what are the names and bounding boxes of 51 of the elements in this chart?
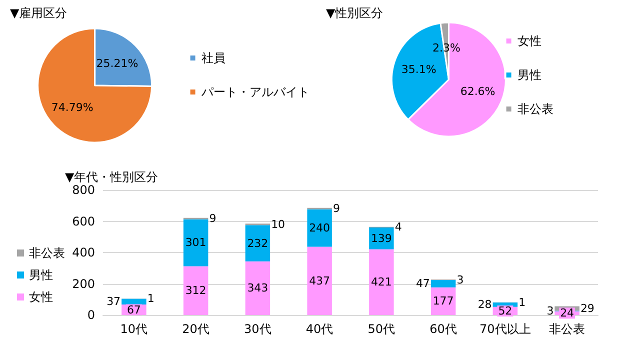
- data-label: 232: [247, 236, 268, 250]
- data-label: 37: [106, 295, 121, 308]
- chart-title: ▼雇用区分: [10, 6, 68, 20]
- data-label: 29: [580, 302, 594, 316]
- data-label: 52: [498, 304, 512, 318]
- legend-label: パート・アルバイト: [200, 85, 310, 99]
- x-tick-label: 30代: [244, 322, 272, 336]
- data-label: 62.6%: [460, 85, 496, 98]
- data-label: 1: [147, 292, 154, 306]
- legend-label: 男性: [29, 268, 53, 282]
- data-label: 47: [416, 277, 430, 290]
- data-label: 67: [126, 303, 141, 316]
- data-label: 25.21%: [96, 56, 138, 70]
- chart-title: ▼性別区分: [326, 6, 384, 20]
- y-tick-label: 400: [72, 246, 95, 260]
- x-tick-label: 40代: [306, 322, 334, 336]
- data-label: 28: [478, 298, 492, 312]
- data-label: 3: [456, 273, 464, 286]
- legend-label: 女性: [29, 290, 53, 304]
- data-label: 1: [518, 296, 526, 309]
- x-tick-label: 20代: [182, 322, 210, 336]
- data-label: 9: [209, 212, 216, 226]
- y-tick-label: 0: [87, 308, 95, 322]
- data-label: 240: [309, 221, 330, 234]
- data-label: 177: [432, 294, 454, 308]
- data-label: 139: [370, 232, 392, 245]
- data-label: 437: [309, 274, 330, 288]
- y-tick-label: 800: [72, 183, 95, 197]
- y-tick-label: 600: [72, 214, 95, 228]
- data-label: 10: [271, 218, 286, 231]
- y-tick-label: 200: [72, 276, 95, 291]
- legend-label: 女性: [517, 34, 542, 48]
- data-label: 4: [394, 220, 402, 234]
- x-tick-label: 60代: [430, 322, 457, 336]
- data-label: 9: [332, 202, 340, 216]
- chart-title: ▼年代・性別区分: [65, 170, 158, 184]
- data-label: 421: [370, 276, 392, 289]
- legend-label: 非公表: [517, 102, 554, 116]
- x-tick-label: 50代: [368, 322, 396, 336]
- data-label: 343: [247, 282, 268, 295]
- data-label: 312: [185, 284, 206, 298]
- legend-label: 男性: [517, 68, 542, 82]
- legend-label: 非公表: [29, 246, 65, 260]
- data-label: 3: [546, 304, 554, 318]
- data-label: 74.79%: [51, 101, 94, 114]
- data-label: 301: [185, 236, 206, 250]
- x-tick-label: 10代: [120, 322, 148, 336]
- legend-label: 社員: [201, 51, 226, 65]
- data-label: 35.1%: [401, 62, 436, 76]
- x-tick-label: 非公表: [549, 322, 586, 336]
- x-tick-label: 70代以上: [480, 322, 531, 336]
